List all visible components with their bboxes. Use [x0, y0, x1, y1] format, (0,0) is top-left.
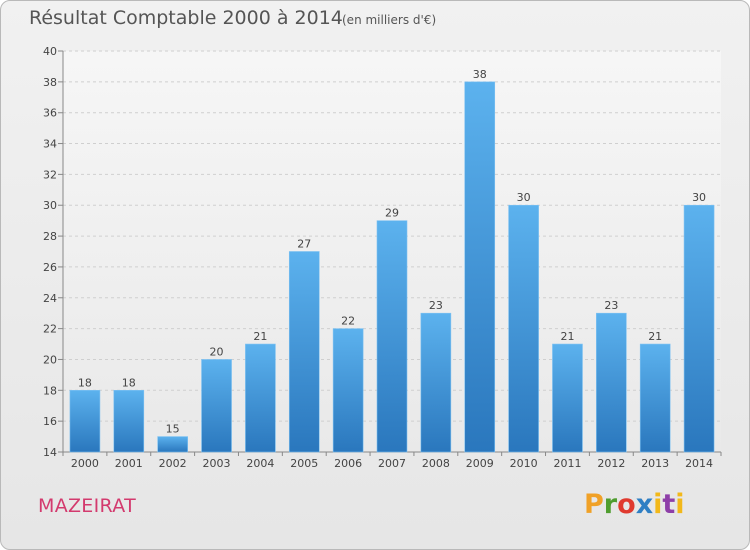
y-tick-label: 36 — [43, 107, 57, 120]
y-tick-label: 32 — [43, 168, 57, 181]
data-label: 23 — [604, 299, 618, 312]
logo-letter: i — [653, 489, 663, 520]
y-tick-label: 14 — [43, 446, 57, 459]
data-label: 30 — [692, 191, 706, 204]
data-label: 30 — [517, 191, 531, 204]
x-tick-label: 2006 — [334, 457, 362, 470]
x-tick-label: 2001 — [115, 457, 143, 470]
y-tick-label: 30 — [43, 199, 57, 212]
bar — [420, 312, 452, 453]
data-label: 22 — [341, 315, 355, 328]
y-tick-label: 24 — [43, 292, 57, 305]
x-tick-label: 2008 — [422, 457, 450, 470]
x-tick-label: 2012 — [597, 457, 625, 470]
y-tick-label: 18 — [43, 384, 57, 397]
logo-letter: x — [635, 489, 654, 520]
logo-letter: i — [675, 489, 685, 520]
y-tick-label: 40 — [43, 45, 57, 58]
x-tick-label: 2002 — [159, 457, 187, 470]
proxiti-logo: Proxiti — [584, 489, 685, 520]
y-tick-label: 22 — [43, 323, 57, 336]
x-tick-label: 2003 — [203, 457, 231, 470]
bar — [508, 204, 539, 453]
bar — [552, 343, 583, 453]
bar — [245, 343, 276, 453]
data-label: 27 — [297, 238, 311, 251]
data-label: 15 — [166, 423, 180, 436]
y-tick-label: 38 — [43, 76, 57, 89]
data-label: 21 — [253, 330, 267, 343]
axes: 14 16 18 20 22 24 26 28 30 32 34 36 38 40 2000 2001 2002… — [43, 45, 722, 470]
y-tick-label: 28 — [43, 230, 57, 243]
bar — [113, 390, 145, 453]
data-label: 20 — [210, 345, 224, 358]
bar — [683, 204, 715, 453]
x-tick-label: 2005 — [290, 457, 318, 470]
x-tick-label: 2010 — [510, 457, 538, 470]
bar — [464, 81, 496, 453]
bar — [157, 436, 188, 453]
logo-letter: r — [603, 489, 618, 520]
x-tick-label: 2014 — [685, 457, 713, 470]
bar — [288, 251, 320, 453]
location-name: MAZEIRAT — [38, 495, 136, 517]
y-tick-label: 16 — [43, 415, 57, 428]
data-labels: 18 18 15 20 21 27 22 29 23 38 30 21 23 21 30 — [78, 68, 706, 436]
x-tick-label: 2007 — [378, 457, 406, 470]
bar — [332, 328, 364, 453]
logo-letter: t — [662, 489, 676, 520]
x-tick-label: 2011 — [553, 457, 581, 470]
logo-letter: P — [584, 489, 604, 520]
data-label: 18 — [78, 376, 92, 389]
data-label: 29 — [385, 207, 399, 220]
data-label: 18 — [122, 376, 136, 389]
chart-title: Résultat Comptable 2000 à 2014 — [29, 7, 343, 29]
bar — [201, 359, 232, 453]
chart-subtitle: (en milliers d'€) — [342, 13, 437, 27]
bar — [376, 220, 408, 453]
data-label: 38 — [473, 68, 487, 81]
data-label: 21 — [560, 330, 574, 343]
data-label: 21 — [648, 330, 662, 343]
bar — [69, 390, 101, 453]
y-tick-label: 20 — [43, 353, 57, 366]
x-tick-label: 2004 — [246, 457, 274, 470]
bars — [69, 81, 715, 453]
x-tick-label: 2013 — [641, 457, 669, 470]
y-tick-label: 34 — [43, 138, 57, 151]
y-tick-label: 26 — [43, 261, 57, 274]
x-tick-label: 2000 — [71, 457, 99, 470]
x-tick-label: 2009 — [466, 457, 494, 470]
bar — [639, 343, 671, 453]
data-label: 23 — [429, 299, 443, 312]
logo-letter: o — [617, 489, 636, 520]
bar — [596, 312, 627, 453]
